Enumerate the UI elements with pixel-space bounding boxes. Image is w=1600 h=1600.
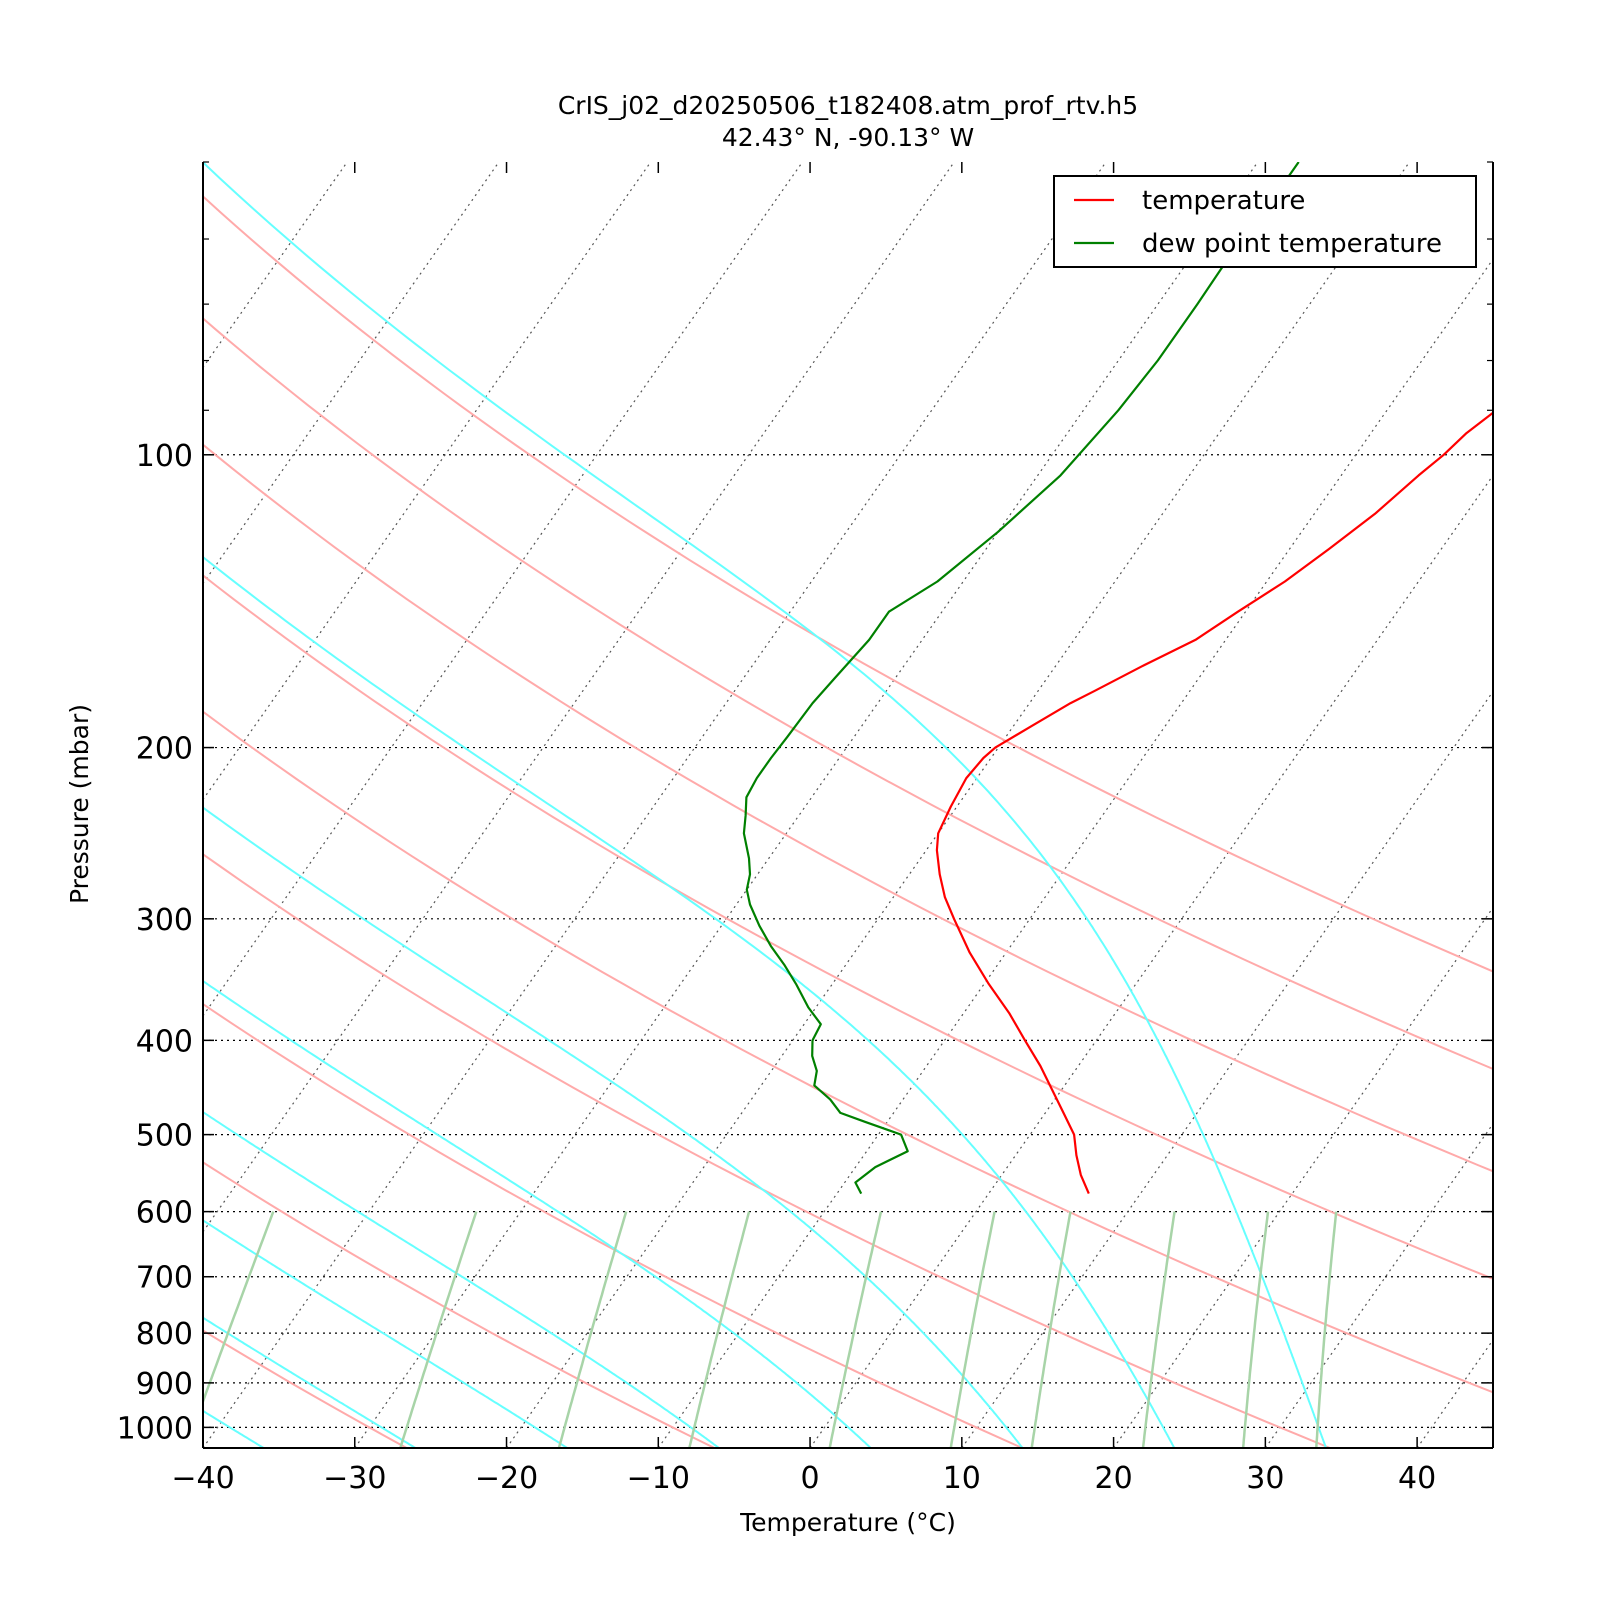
x-tick-label: 10	[943, 1461, 981, 1496]
moist-adiabat-line	[203, 555, 1176, 1448]
x-tick-label: 20	[1094, 1461, 1132, 1496]
y-tick-label: 800	[136, 1317, 193, 1352]
dry-adiabat-line	[203, 1002, 1023, 1448]
x-axis-label: Temperature (°C)	[739, 1508, 956, 1537]
temperature-line	[935, 411, 1493, 1195]
mixing-ratio-line	[828, 1211, 883, 1448]
mixing-ratio-line	[399, 1211, 478, 1448]
dry-adiabat-line	[203, 443, 1493, 1173]
moist-adiabat-line	[203, 1316, 416, 1448]
isotherm-line	[0, 162, 44, 1448]
moist-adiabat-line	[203, 162, 1328, 1448]
isotherm-line	[961, 690, 1493, 1448]
plot-area	[0, 162, 1600, 1448]
isotherm-line	[1113, 906, 1493, 1448]
moist-adiabat-line	[203, 1219, 568, 1448]
dry-adiabat-line	[203, 710, 1493, 1394]
dry-adiabat-line	[203, 317, 1493, 1071]
moist-adiabat-line	[203, 979, 872, 1448]
legend-dewpoint-label: dew point temperature	[1142, 229, 1442, 259]
y-tick-label: 200	[136, 732, 193, 767]
isotherm-line	[506, 162, 1410, 1448]
x-tick-label: −40	[171, 1461, 234, 1496]
isotherm-line	[203, 162, 955, 1233]
isotherm-line	[809, 474, 1493, 1448]
x-tick-label: 0	[801, 1461, 820, 1496]
legend: temperature dew point temperature	[1053, 175, 1477, 268]
legend-box	[1053, 175, 1477, 268]
y-tick-label: 700	[136, 1261, 193, 1296]
dry-adiabat-line	[203, 574, 1493, 1280]
isotherm-line	[1569, 162, 1600, 1448]
y-tick-label: 500	[136, 1119, 193, 1154]
mixing-ratio-line	[557, 1211, 628, 1448]
dewpoint-line	[742, 162, 1300, 1195]
isotherm-line	[1416, 1338, 1493, 1448]
dry-adiabat-line	[203, 195, 1493, 973]
y-tick-label: 400	[136, 1024, 193, 1059]
mixing-ratio-line	[1315, 1211, 1338, 1448]
chart-title-group: CrIS_j02_d20250506_t182408.atm_prof_rtv.…	[558, 91, 1138, 152]
isotherm-line	[203, 162, 652, 801]
x-tick-label: 40	[1398, 1461, 1436, 1496]
isotherm-line	[657, 258, 1493, 1448]
legend-temperature-label: temperature	[1142, 186, 1305, 216]
isotherm-line	[203, 162, 1107, 1448]
y-tick-label: 1000	[117, 1411, 193, 1446]
mixing-ratio-line	[203, 1211, 275, 1405]
isotherm-line	[354, 162, 1259, 1448]
moist-adiabat-line	[203, 1110, 720, 1448]
mixing-ratio-line	[949, 1211, 996, 1448]
x-tick-label: −30	[323, 1461, 386, 1496]
isotherm-line	[0, 162, 195, 1448]
chart-title: CrIS_j02_d20250506_t182408.atm_prof_rtv.…	[558, 91, 1138, 120]
x-tick-label: −10	[627, 1461, 690, 1496]
dry-adiabat-line	[203, 1161, 715, 1448]
isotherm-line	[203, 162, 348, 369]
y-tick-label: 900	[136, 1367, 193, 1402]
y-tick-label: 300	[136, 903, 193, 938]
mixing-ratio-line	[688, 1211, 751, 1448]
x-tick-label: 30	[1246, 1461, 1284, 1496]
mixing-ratio-line	[1141, 1211, 1176, 1448]
y-tick-label: 600	[136, 1196, 193, 1231]
y-tick-label: 100	[136, 439, 193, 474]
dry-adiabat-line	[203, 853, 1331, 1448]
mixing-ratio-line	[1241, 1211, 1270, 1448]
x-tick-label: −20	[475, 1461, 538, 1496]
chart-subtitle: 42.43° N, -90.13° W	[722, 123, 974, 152]
isotherm-line	[203, 162, 803, 1017]
y-axis-label: Pressure (mbar)	[65, 704, 94, 904]
mixing-ratio-line	[1030, 1211, 1072, 1448]
